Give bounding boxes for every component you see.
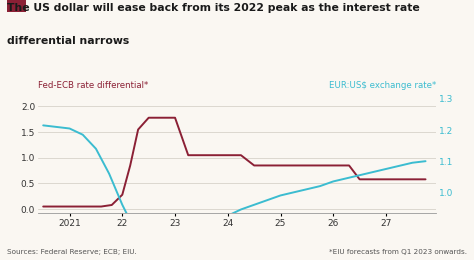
Text: Sources: Federal Reserve; ECB; EIU.: Sources: Federal Reserve; ECB; EIU.: [7, 249, 137, 255]
Text: EUR:US$ exchange rate*: EUR:US$ exchange rate*: [329, 81, 436, 90]
Text: differential narrows: differential narrows: [7, 36, 129, 46]
Text: *EIU forecasts from Q1 2023 onwards.: *EIU forecasts from Q1 2023 onwards.: [329, 249, 467, 255]
Text: Fed-ECB rate differential*: Fed-ECB rate differential*: [38, 81, 148, 90]
Text: The US dollar will ease back from its 2022 peak as the interest rate: The US dollar will ease back from its 20…: [7, 3, 420, 12]
